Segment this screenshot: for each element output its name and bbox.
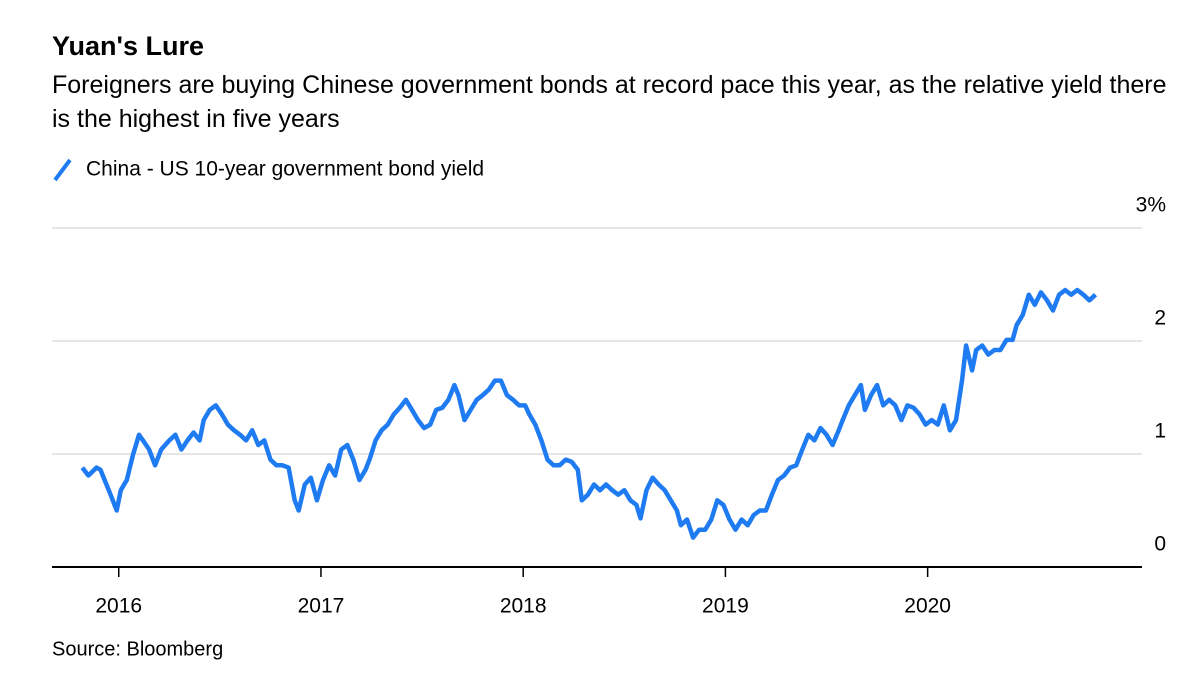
- x-tick-label: 2020: [904, 595, 951, 618]
- chart-subtitle: Foreigners are buying Chinese government…: [52, 71, 1167, 133]
- x-tick-label: 2017: [298, 595, 345, 618]
- subtitle-box: Foreigners are buying Chinese government…: [52, 71, 1167, 133]
- x-tick-label: 2018: [500, 595, 547, 618]
- x-tick-label: 2016: [95, 595, 142, 618]
- x-tick-label: 2019: [702, 595, 749, 618]
- y-tick-label: 2: [1154, 307, 1166, 330]
- legend-icon: [53, 158, 72, 182]
- y-tick-label: 0: [1154, 533, 1166, 556]
- source: Source: Bloomberg: [52, 638, 223, 660]
- y-tick-label: 1: [1154, 420, 1166, 443]
- chart-title: Yuan's Lure: [52, 31, 204, 61]
- legend-label: China - US 10-year government bond yield: [86, 158, 484, 181]
- line: [80, 287, 1098, 540]
- y-tick-label: 3%: [1136, 194, 1166, 217]
